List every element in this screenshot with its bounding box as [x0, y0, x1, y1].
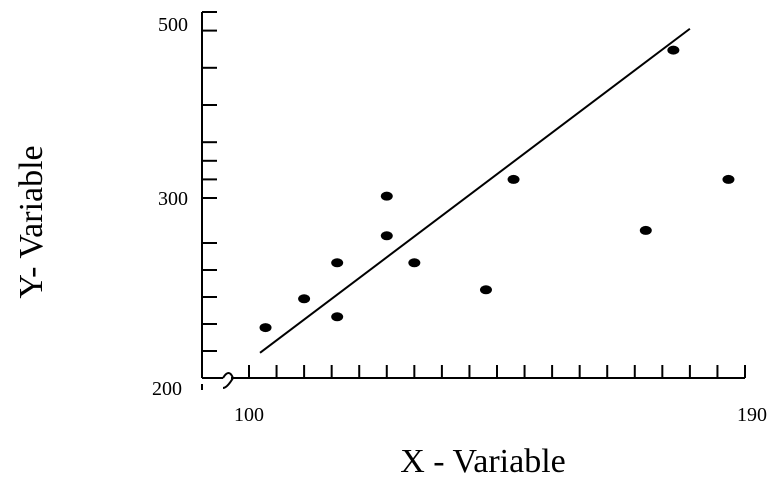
data-point-9	[507, 174, 520, 184]
data-point-12	[722, 174, 735, 184]
data-point-3	[331, 312, 344, 322]
data-point-4	[331, 258, 344, 268]
trend-line	[259, 27, 691, 354]
trend-line-group	[259, 27, 691, 354]
data-point-5	[380, 231, 393, 241]
y-axis-ticks	[202, 11, 217, 379]
data-point-8	[479, 285, 492, 295]
data-point-2	[298, 294, 311, 304]
data-point-1	[259, 323, 272, 333]
data-points	[259, 45, 735, 333]
y-tick-label-300: 300	[158, 188, 188, 210]
x-axis-title: X - Variable	[400, 443, 566, 477]
x-axis-break-mark	[222, 372, 235, 389]
x-tick-label-190: 190	[737, 404, 767, 426]
data-point-11	[667, 45, 680, 55]
y-tick-label-200: 200	[152, 378, 182, 400]
data-point-7	[408, 258, 421, 268]
x-tick-label-100: 100	[234, 404, 264, 426]
data-point-6	[380, 191, 393, 201]
data-point-10	[639, 225, 652, 235]
x-axis-ticks	[248, 365, 746, 378]
y-tick-label-500: 500	[158, 14, 188, 36]
y-axis-title: Y- Variable	[13, 145, 50, 298]
